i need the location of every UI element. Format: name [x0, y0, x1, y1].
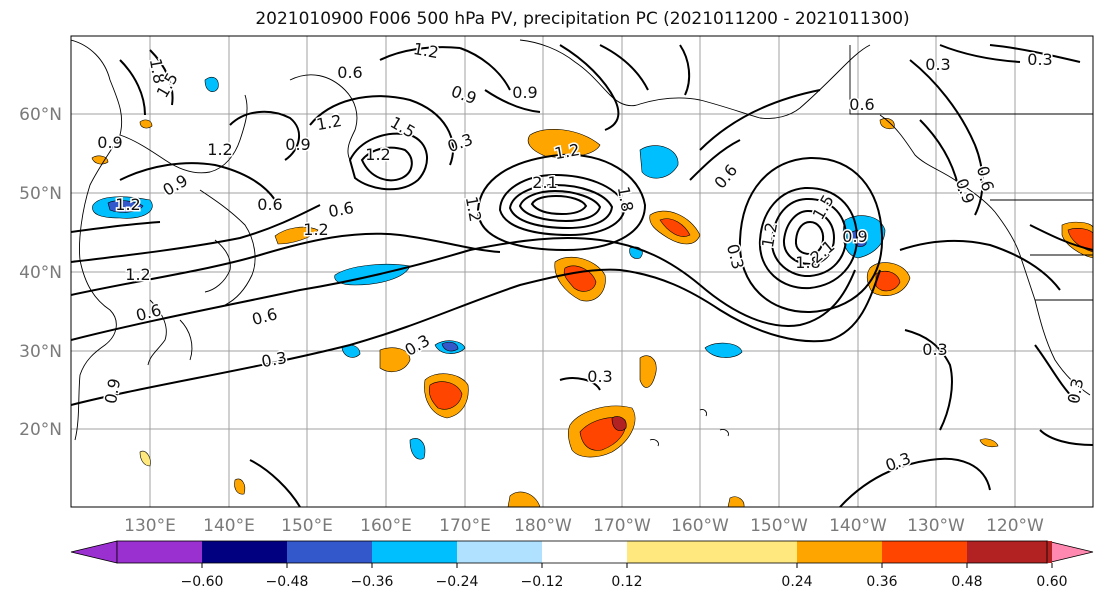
lon-label-120w: 120°W: [986, 516, 1044, 536]
contour-label: 0.9: [285, 135, 310, 154]
lon-labels: 130°E 140°E 150°E 160°E 170°E 180°W 170°…: [124, 516, 1044, 536]
colorbar-tick-label: 0.36: [866, 574, 897, 590]
precipitation-shading: [91, 76, 1093, 507]
lon-label-140e: 140°E: [203, 516, 255, 536]
contour-label: 0.9: [842, 227, 867, 246]
lat-label-20n: 20°N: [19, 420, 62, 440]
lat-label-50n: 50°N: [19, 184, 62, 204]
colorbar-tick-label: −0.60: [181, 574, 224, 590]
lat-label-30n: 30°N: [19, 342, 62, 362]
contour-label: 0.3: [922, 340, 947, 359]
lat-label-60n: 60°N: [19, 105, 62, 125]
lon-label-160w: 160°W: [671, 516, 729, 536]
contour-label: 0.6: [337, 63, 362, 82]
contour-label: 1.2: [365, 145, 390, 164]
colorbar-bin: [457, 541, 542, 563]
colorbar-bin: [117, 541, 202, 563]
pv-contours: [71, 44, 1093, 507]
contour-label: 2.1: [532, 173, 557, 192]
contour-label: 0.3: [1027, 50, 1052, 69]
contour-label: 1.2: [758, 221, 781, 249]
colorbar-extend-low: [70, 540, 118, 564]
colorbar-tick-label: 0.24: [781, 574, 812, 590]
lon-label-170w: 170°W: [593, 516, 651, 536]
contour-label: 0.6: [257, 195, 282, 214]
colorbar-tick-label: −0.36: [351, 574, 394, 590]
lon-label-150w: 150°W: [750, 516, 808, 536]
colorbar-tick-label: 0.60: [1036, 574, 1067, 590]
lat-label-40n: 40°N: [19, 263, 62, 283]
colorbar-extend-high: [1046, 540, 1094, 564]
colorbar-bin: [882, 541, 967, 563]
contour-label: 0.9: [101, 377, 124, 405]
colorbar-bin: [967, 541, 1052, 563]
lon-label-170e: 170°E: [439, 516, 491, 536]
contour-label: 1.2: [303, 220, 328, 239]
colorbar-bin: [627, 541, 797, 563]
contour-label: 0.3: [925, 55, 950, 74]
map-title: 2021010900 F006 500 hPa PV, precipitatio…: [255, 9, 910, 29]
contour-label: 0.6: [849, 95, 874, 114]
colorbar-bin: [797, 541, 882, 563]
contour-label: 0.6: [327, 198, 355, 221]
contour-label: 1.2: [125, 265, 150, 284]
contour-label: 1.8: [795, 253, 820, 272]
contour-label: 0.9: [97, 133, 122, 152]
colorbar: −0.60 −0.48 −0.36 −0.24 −0.12 0.12 0.24 0.36 0.4…: [70, 540, 1094, 590]
contour-label: 1.2: [315, 111, 343, 134]
lon-label-160e: 160°E: [360, 516, 412, 536]
colorbar-bin: [542, 541, 627, 563]
lon-label-130w: 130°W: [907, 516, 965, 536]
lon-label-130e: 130°E: [124, 516, 176, 536]
colorbar-tick-label: 0.48: [951, 574, 982, 590]
colorbar-tick-label: −0.48: [266, 574, 309, 590]
lon-label-180w: 180°W: [514, 516, 572, 536]
lon-label-150e: 150°E: [281, 516, 333, 536]
contour-label: 1.8: [146, 57, 169, 85]
colorbar-bin: [372, 541, 457, 563]
contour-label: 1.2: [553, 140, 581, 163]
lon-label-140w: 140°W: [829, 516, 887, 536]
colorbar-bin: [202, 541, 287, 563]
colorbar-frame: [116, 540, 1048, 564]
colorbar-tick-label: 0.12: [611, 574, 642, 590]
map-frame: [70, 35, 1094, 508]
contour-label: 1.2: [207, 140, 232, 159]
contour-label: 0.3: [587, 367, 612, 386]
contour-label: 0.9: [512, 83, 537, 102]
colorbar-tick-label: −0.24: [436, 574, 479, 590]
lat-labels: 60°N 50°N 40°N 30°N 20°N: [19, 105, 62, 440]
contour-label: 1.2: [115, 195, 140, 214]
colorbar-bin: [287, 541, 372, 563]
colorbar-tick-label: −0.12: [521, 574, 564, 590]
